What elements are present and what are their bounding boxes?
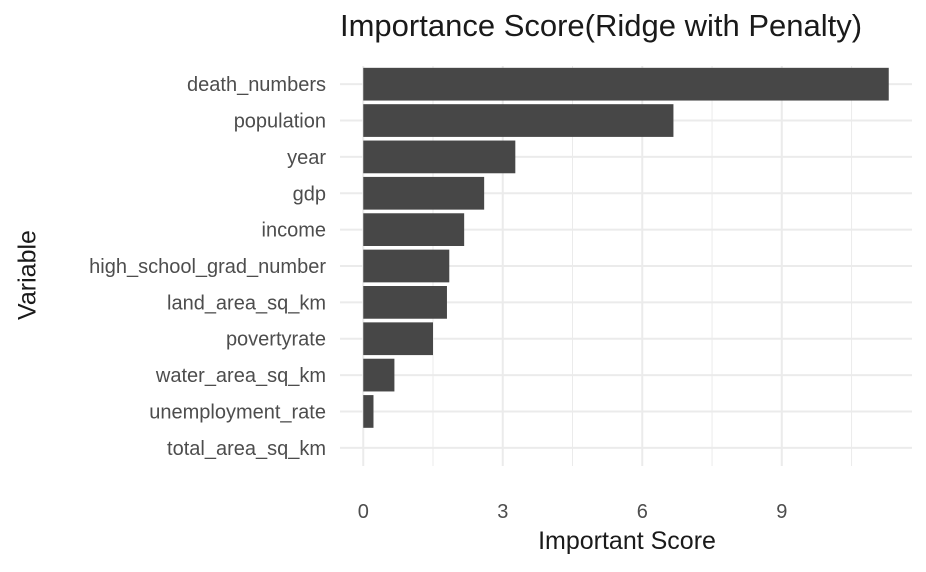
bar-unemployment-rate: [363, 395, 374, 428]
bar-gdp: [363, 176, 485, 210]
y-tick-label: total_area_sq_km: [167, 438, 326, 460]
bar-death-numbers: [363, 67, 889, 101]
y-tick-label: gdp: [293, 183, 326, 205]
y-tick-label: land_area_sq_km: [167, 292, 326, 314]
x-axis-label: Important Score: [538, 527, 716, 555]
y-tick-label: income: [262, 220, 326, 242]
y-tick-labels: death_numbers population year gdp income high…: [89, 74, 326, 460]
y-tick-label: povertyrate: [226, 329, 326, 351]
x-tick-label: 6: [637, 501, 648, 523]
bar-land-area-sq-km: [363, 286, 447, 319]
bar-povertyrate: [363, 322, 434, 356]
chart-title: Importance Score(Ridge with Penalty): [340, 8, 863, 43]
y-tick-label: year: [287, 147, 326, 169]
y-tick-label: population: [234, 111, 326, 133]
bar-high-school-grad-number: [363, 249, 450, 283]
x-tick-label: 3: [497, 501, 508, 523]
bar-water-area-sq-km: [363, 358, 395, 392]
y-axis-label: Variable: [13, 230, 42, 320]
y-tick-label: water_area_sq_km: [155, 365, 326, 387]
y-tick-label: unemployment_rate: [149, 401, 326, 423]
bar-year: [363, 140, 516, 174]
x-tick-label: 0: [358, 501, 369, 523]
bar-population: [363, 104, 674, 137]
x-tick-label: 9: [776, 501, 787, 523]
bars: [363, 67, 889, 428]
bar-income: [363, 213, 465, 246]
y-tick-label: high_school_grad_number: [89, 256, 326, 278]
y-tick-label: death_numbers: [187, 74, 326, 96]
x-tick-labels: 0 3 6 9: [358, 501, 788, 523]
